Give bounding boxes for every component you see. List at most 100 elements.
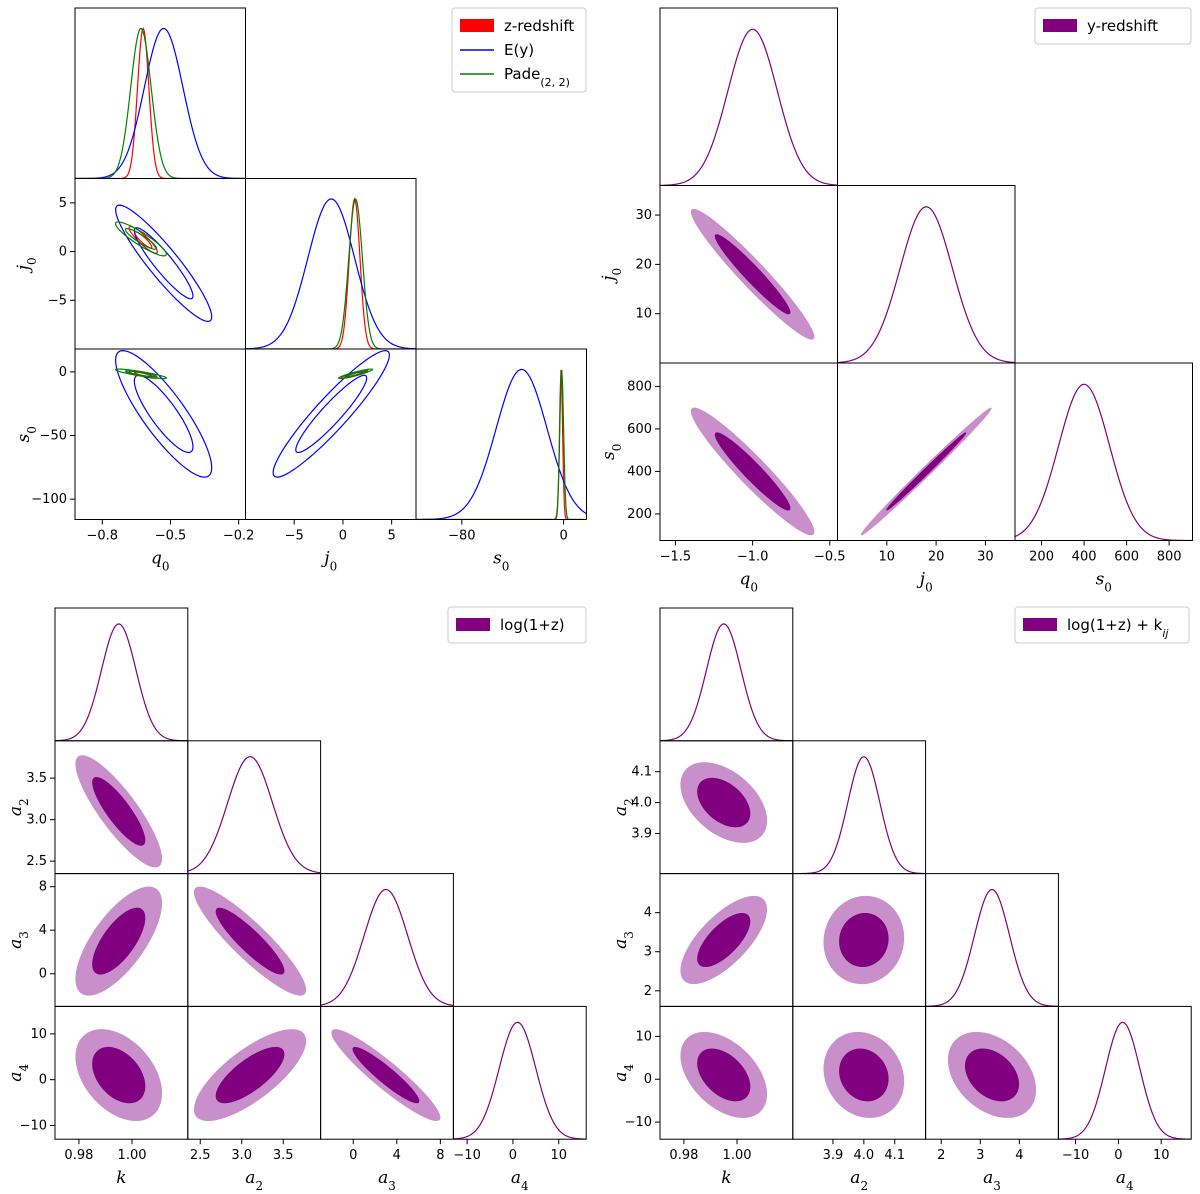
contour-2sigma-j0-vs-q0-E-y- — [115, 204, 213, 322]
cell-a4-a2: 2.5 3.0 3.5 a2 — [187, 1005, 322, 1193]
cell-a3-a2 — [792, 873, 927, 1007]
y-tick-label-a2: 4.0 — [631, 796, 652, 811]
plot-area — [1058, 1021, 1192, 1140]
contour-1sigma-s0-vs-q0-E-y- — [133, 374, 194, 454]
x-tick-label-j0: 5 — [388, 529, 396, 544]
y-axis-label-a4: a4 — [6, 1064, 31, 1082]
x-axis-label-sub: 4 — [1126, 1179, 1134, 1193]
axes-frame — [452, 1005, 587, 1140]
y-tick-label-a3: 2 — [644, 984, 652, 999]
y-axis-label-j0: j0 — [14, 257, 39, 274]
legend: y-redshift — [1034, 7, 1192, 45]
cell-j0-j0 — [245, 178, 417, 350]
contour-1sigma-a2-vs-k-log-1-z-k-ij — [697, 777, 751, 828]
axes-frame — [659, 7, 838, 186]
axes-frame — [659, 607, 794, 742]
y-tick-label-j0: 10 — [635, 307, 652, 322]
x-axis-label-sub: 0 — [162, 560, 170, 574]
plot-area — [75, 1029, 163, 1122]
marginal-a4-log-1-z- — [453, 1021, 587, 1140]
plot-area — [1015, 383, 1193, 541]
x-tick-label-a3: 3 — [976, 1148, 984, 1163]
legend-swatch-patch — [1043, 19, 1077, 32]
legend-box — [1034, 7, 1192, 45]
y-axis-label-s0: s0 — [599, 444, 624, 460]
x-axis-label-s0: s0 — [493, 549, 509, 574]
legend-label: z-redshift — [504, 17, 574, 35]
x-axis-label-j0: j0 — [916, 570, 933, 595]
contour-1sigma-s0-vs-q0-Pade-2-2- — [124, 370, 158, 378]
marginal-j0-z-redshift — [245, 197, 416, 349]
x-tick-label-a3: 4 — [393, 1148, 401, 1163]
x-axis-label-a4: a4 — [511, 1168, 529, 1193]
plot-area — [416, 368, 587, 520]
y-axis-label-j0: j0 — [599, 268, 624, 285]
contour-1sigma-a4-vs-a3-log-1-z- — [352, 1046, 420, 1104]
plot-area — [453, 1021, 587, 1140]
y-axis-label-a3: a3 — [611, 931, 636, 949]
y-axis-label-sub: 0 — [25, 257, 39, 265]
x-tick-label-a2: 4.1 — [884, 1148, 905, 1163]
axes-frame — [74, 178, 246, 350]
cell-s0-s0: −80 0s0 — [415, 348, 587, 574]
contour-1sigma-j0-vs-q0-y-redshift — [714, 234, 791, 315]
x-tick-label-j0: 0 — [339, 529, 347, 544]
cell-a2-k: 3.94.04.1a2 — [611, 740, 794, 875]
axes-frame — [245, 178, 417, 350]
y-tick-label-a2: 4.1 — [631, 765, 652, 780]
contour-1sigma-a2-vs-k-log-1-z- — [92, 776, 146, 846]
cell-a2-a2 — [792, 740, 927, 875]
y-tick-label-s0: 800 — [627, 379, 652, 394]
axes-frame — [415, 348, 587, 520]
legend-label-sub: (2, 2) — [540, 76, 570, 89]
marginal-a3-log-1-z- — [320, 888, 454, 1007]
cell-j0-q0: 10 20 30 j0 — [599, 185, 838, 364]
cell-a4-k: 0.98 1.00 k −10 0 10 a4 — [611, 1005, 794, 1188]
marginal-s0-Pade-2-2- — [416, 369, 587, 520]
y-tick-label-a3: 0 — [39, 967, 47, 982]
x-tick-label-a4: −10 — [453, 1148, 480, 1163]
cell-a3-a3 — [925, 873, 1059, 1007]
y-tick-label-a4: 0 — [39, 1073, 47, 1088]
y-tick-label-s0: 200 — [627, 507, 652, 522]
contour-1sigma-a4-vs-a2-log-1-z- — [215, 1046, 285, 1104]
x-axis-label-a3: a3 — [983, 1168, 1001, 1193]
x-tick-label-a2: 3.9 — [823, 1148, 844, 1163]
y-axis-label-sub: 0 — [610, 444, 624, 452]
cell-j0-j0 — [837, 185, 1016, 364]
legend-swatch-patch — [1023, 618, 1057, 631]
contour-2sigma-s0-vs-j0-Pade-2-2- — [338, 368, 374, 380]
y-tick-label-s0: −100 — [31, 492, 67, 507]
plot-area — [680, 895, 768, 985]
x-tick-label-a2: 4.0 — [853, 1148, 874, 1163]
x-tick-label-a3: 2 — [937, 1148, 945, 1163]
y-tick-label-a4: 10 — [30, 1027, 47, 1042]
x-tick-label-q0: −0.8 — [86, 529, 118, 544]
y-tick-label-a2: 3.9 — [631, 826, 652, 841]
plot-area — [680, 1031, 768, 1118]
marginal-q0-y-redshift — [660, 28, 838, 186]
y-tick-label-a4: −10 — [625, 1115, 652, 1130]
contour-1sigma-a4-vs-k-log-1-z- — [92, 1046, 146, 1104]
x-tick-label-a2: 3.5 — [273, 1148, 294, 1163]
marginal-a2-log-1-z- — [187, 756, 321, 874]
cell-a4-a2: 3.9 4.0 4.1 a2 — [792, 1005, 927, 1193]
x-tick-label-s0: 400 — [1072, 550, 1097, 565]
x-axis-label-k: k — [116, 1168, 126, 1188]
axes-frame — [837, 362, 1016, 541]
x-tick-label-a3: 8 — [436, 1148, 444, 1163]
marginal-j0-E-y- — [245, 198, 416, 349]
legend-swatch-patch — [460, 19, 494, 32]
x-axis-label-a4: a4 — [1116, 1168, 1134, 1193]
x-tick-label-a2: 3.0 — [231, 1148, 252, 1163]
y-tick-label-s0: 600 — [627, 422, 652, 437]
axes-frame — [54, 607, 189, 742]
y-tick-label-a3: 3 — [644, 945, 652, 960]
marginal-a3-log-1-z-k-ij — [925, 888, 1059, 1007]
y-axis-label-sub: 2 — [17, 798, 31, 806]
x-axis-label-sub: 4 — [521, 1179, 529, 1193]
